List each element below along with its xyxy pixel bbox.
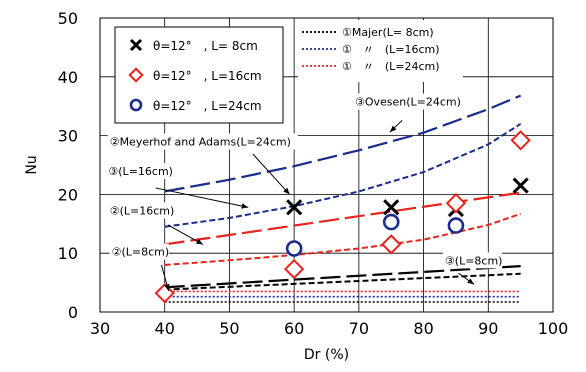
arrow-head-icon xyxy=(467,278,475,285)
diamond-mark-icon xyxy=(510,130,531,151)
annotation-bg xyxy=(442,252,503,269)
x-tick-label: 50 xyxy=(219,319,239,338)
diamond-mark-icon xyxy=(381,234,402,255)
annotation-bg xyxy=(107,202,174,219)
legend-entry-label: ①Majer(L= 8cm) xyxy=(342,26,434,39)
annotation-bg xyxy=(107,133,299,150)
plot-area xyxy=(99,17,554,313)
data-point-diamond xyxy=(381,234,402,255)
cross-mark-icon xyxy=(512,177,529,194)
diamond-mark-icon xyxy=(445,193,467,214)
curve-line-7 xyxy=(164,265,521,289)
legend-entry-label: θ=12° , L=16cm xyxy=(153,69,262,83)
tick-labels: 30 40 50 60 70 80 90 100 0 10 20 30 40 50 xyxy=(58,9,569,338)
annotation-arrow-line xyxy=(155,187,249,208)
y-axis-label: Nu xyxy=(24,155,40,174)
circle-mark-icon xyxy=(285,240,303,257)
annotation-label: ②(L=16cm) xyxy=(110,204,175,217)
legend-marker xyxy=(129,38,143,52)
legend-entry-label: ① 〃 (L=16cm) xyxy=(342,43,440,56)
annotation-label: ②(L=8cm) xyxy=(112,246,170,259)
legend-entry-label: θ=12° , L=24cm xyxy=(153,99,262,113)
y-tick-label: 50 xyxy=(58,9,78,28)
y-tick-label: 40 xyxy=(58,68,78,87)
cross-mark-icon xyxy=(286,199,303,216)
cross-mark-icon xyxy=(129,38,143,52)
diamond-mark-icon xyxy=(283,258,305,280)
annotation-label: ③Ovesen(L=24cm) xyxy=(355,96,461,109)
data-point-diamond xyxy=(283,258,305,280)
legend-marker xyxy=(129,98,143,112)
data-point-circle xyxy=(382,213,400,231)
y-tick-label: 10 xyxy=(58,244,78,263)
data-point-diamond xyxy=(154,283,175,304)
data-point-circle xyxy=(447,217,465,234)
curve-line-8 xyxy=(164,272,521,291)
x-tick-label: 70 xyxy=(349,319,369,338)
data-point-x xyxy=(286,199,303,216)
x-tick-label: 60 xyxy=(284,319,304,338)
annotations: ③Ovesen(L=24cm) ②Meyerhof and Adams(L=24c… xyxy=(106,93,503,291)
data-point-diamond xyxy=(445,193,467,214)
curves xyxy=(164,94,522,303)
annotation-label: ③(L=8cm) xyxy=(445,254,503,267)
data-point-x xyxy=(383,199,400,216)
x-tick-label: 100 xyxy=(538,319,569,338)
legend-marker xyxy=(128,67,144,83)
arrow-head-icon xyxy=(195,238,203,245)
arrow-head-icon xyxy=(283,187,290,195)
y-tick-label: 30 xyxy=(58,127,78,146)
annotation-arrow-line xyxy=(167,224,204,245)
annotation-bg xyxy=(352,93,461,110)
legend-entry-label: ① 〃 (L=24cm) xyxy=(342,60,440,73)
x-tick-label: 30 xyxy=(90,319,110,338)
curve-line-6 xyxy=(164,212,521,266)
annotation-label: ③(L=16cm) xyxy=(108,165,173,178)
x-tick-label: 90 xyxy=(478,319,498,338)
circle-mark-icon xyxy=(447,217,465,234)
diamond-mark-icon xyxy=(128,67,144,83)
x-tick-label: 40 xyxy=(155,319,175,338)
arrow-head-icon xyxy=(241,203,249,209)
x-tick-label: 80 xyxy=(413,319,433,338)
legend-curves: ①Majer(L= 8cm) ① 〃 (L=16cm) ① 〃 (L=24cm) xyxy=(298,20,463,82)
curve-line-4 xyxy=(164,122,522,228)
diamond-mark-icon xyxy=(154,283,175,304)
annotation-bg xyxy=(106,162,173,179)
arrow-head-icon xyxy=(164,283,170,291)
data-point-circle xyxy=(285,240,303,257)
curve-line-3 xyxy=(164,94,522,193)
legend-entry-label: θ=12° , L= 8cm xyxy=(153,39,258,53)
y-tick-label: 0 xyxy=(68,303,78,322)
y-tick-label: 20 xyxy=(58,185,78,204)
legend-scatter: θ=12° , L= 8cm θ=12° , L=16cm θ=12° , L=24… xyxy=(114,26,284,124)
data-point-diamond xyxy=(510,130,531,151)
arrow-head-icon xyxy=(389,125,397,133)
cross-mark-icon xyxy=(383,199,400,216)
annotation-bg xyxy=(109,243,169,260)
markers xyxy=(154,130,531,304)
legend-box xyxy=(298,20,463,82)
x-axis-label: Dr (%) xyxy=(304,347,349,363)
annotation-label: ②Meyerhof and Adams(L=24cm) xyxy=(110,136,291,149)
circle-mark-icon xyxy=(382,213,400,231)
annotation-arrow-line xyxy=(252,153,290,195)
data-point-x xyxy=(512,177,529,194)
circle-mark-icon xyxy=(129,98,143,112)
